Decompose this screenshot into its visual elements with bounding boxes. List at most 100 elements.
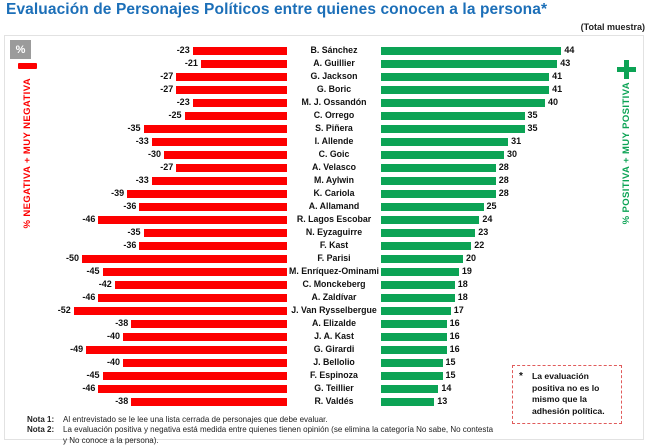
positive-bar — [381, 384, 439, 393]
negative-value-label: -36 — [123, 201, 137, 211]
category-label: N. Eyzaguirre — [305, 227, 363, 238]
negative-zone: -46 — [5, 215, 287, 224]
positive-bar — [381, 358, 443, 367]
negative-bar — [139, 202, 287, 211]
annotation-bullet: * — [519, 371, 523, 382]
category-label: K. Cariola — [313, 188, 355, 199]
negative-bar — [139, 241, 287, 250]
negative-zone: -27 — [5, 85, 287, 94]
negative-bar — [123, 358, 287, 367]
negative-value-label: -27 — [160, 71, 174, 81]
negative-value-label: -52 — [57, 305, 71, 315]
negative-bar — [114, 280, 287, 289]
positive-value-label: 15 — [445, 357, 456, 367]
annotation-text: La evaluación positiva no es lo mismo qu… — [532, 371, 605, 416]
footnote-1-label: Nota 1: — [27, 415, 55, 424]
negative-value-label: -42 — [98, 279, 112, 289]
negative-bar — [200, 59, 287, 68]
category-label: S. Piñera — [315, 123, 353, 134]
negative-value-label: -33 — [135, 175, 149, 185]
negative-zone: -39 — [5, 189, 287, 198]
chart-row: -38 R. Valdés 13 — [5, 395, 645, 408]
positive-zone: 22 — [381, 241, 645, 250]
positive-value-label: 28 — [498, 188, 509, 198]
footnotes: Nota 1: Al entrevistado se le lee una li… — [27, 415, 497, 445]
annotation-box: * La evaluación positiva no es lo mismo … — [512, 365, 622, 425]
chart-row: -45 M. Enríquez-Ominami 19 — [5, 265, 645, 278]
chart-row: -21 A. Guillier 43 — [5, 57, 645, 70]
positive-bar — [381, 397, 435, 406]
positive-zone: 44 — [381, 46, 645, 55]
positive-value-label: 19 — [461, 266, 472, 276]
positive-value-label: 16 — [449, 318, 460, 328]
negative-zone: -40 — [5, 332, 287, 341]
negative-zone: -33 — [5, 137, 287, 146]
negative-bar — [164, 150, 287, 159]
positive-bar — [381, 371, 443, 380]
negative-value-label: -21 — [184, 58, 198, 68]
negative-bar — [192, 98, 287, 107]
category-label: G. Boric — [316, 84, 352, 95]
positive-value-label: 18 — [457, 279, 468, 289]
negative-bar — [151, 137, 287, 146]
negative-zone: -52 — [5, 306, 287, 315]
chart-row: -40 J. Bellolio 15 — [5, 356, 645, 369]
positive-value-label: 35 — [527, 110, 538, 120]
category-label: C. Orrego — [313, 110, 355, 121]
negative-bar — [176, 72, 287, 81]
negative-zone: -35 — [5, 228, 287, 237]
chart-row: -52 J. Van Rysselbergue 17 — [5, 304, 645, 317]
category-label: G. Girardi — [313, 344, 355, 355]
positive-value-label: 31 — [511, 136, 522, 146]
negative-bar — [102, 267, 287, 276]
positive-zone: 14 — [381, 384, 645, 393]
positive-value-label: 30 — [507, 149, 518, 159]
negative-bar — [176, 163, 287, 172]
chart-rows: -23 B. Sánchez 44 -21 A. Guillier 43 -27 G. Jac… — [5, 44, 645, 408]
negative-zone: -30 — [5, 150, 287, 159]
negative-axis: % NEGATIVA + MUY NEGATIVA — [18, 63, 37, 229]
negative-zone: -23 — [5, 46, 287, 55]
category-label: B. Sánchez — [310, 45, 358, 56]
negative-bar — [123, 332, 287, 341]
positive-bar — [381, 124, 525, 133]
positive-bar — [381, 85, 550, 94]
negative-value-label: -40 — [106, 357, 120, 367]
chart-row: -49 G. Girardi 16 — [5, 343, 645, 356]
chart-row: -46 G. Teillier 14 — [5, 382, 645, 395]
positive-value-label: 28 — [498, 162, 509, 172]
footnote-2-text: La evaluación positiva y negativa está m… — [63, 425, 494, 445]
category-label: F. Kast — [319, 240, 349, 251]
negative-bar — [192, 46, 287, 55]
positive-zone: 18 — [381, 293, 645, 302]
positive-zone: 41 — [381, 85, 645, 94]
category-label: M. Aylwin — [314, 175, 354, 186]
positive-zone: 23 — [381, 228, 645, 237]
chart-row: -38 A. Elizalde 16 — [5, 317, 645, 330]
negative-value-label: -38 — [115, 396, 129, 406]
category-label: A. Elizalde — [312, 318, 356, 329]
chart-row: -45 F. Espinoza 15 — [5, 369, 645, 382]
positive-zone: 16 — [381, 319, 645, 328]
negative-bar — [131, 397, 287, 406]
positive-value-label: 23 — [478, 227, 489, 237]
negative-value-label: -33 — [135, 136, 149, 146]
positive-zone: 28 — [381, 176, 645, 185]
positive-zone: 15 — [381, 371, 645, 380]
chart-row: -35 N. Eyzaguirre 23 — [5, 226, 645, 239]
percent-box: % — [10, 40, 31, 59]
positive-axis: % POSITIVA + MUY POSITIVA — [617, 60, 636, 224]
negative-bar — [86, 345, 287, 354]
positive-value-label: 43 — [560, 58, 571, 68]
positive-value-label: 20 — [466, 253, 477, 263]
positive-bar — [381, 280, 455, 289]
negative-value-label: -49 — [70, 344, 84, 354]
category-label: M. Enríquez-Ominami — [289, 266, 379, 277]
positive-zone: 13 — [381, 397, 645, 406]
positive-value-label: 18 — [457, 292, 468, 302]
negative-bar — [127, 189, 287, 198]
category-label: A. Allamand — [308, 201, 360, 212]
positive-zone: 16 — [381, 345, 645, 354]
positive-zone: 19 — [381, 267, 645, 276]
negative-bar — [176, 85, 287, 94]
